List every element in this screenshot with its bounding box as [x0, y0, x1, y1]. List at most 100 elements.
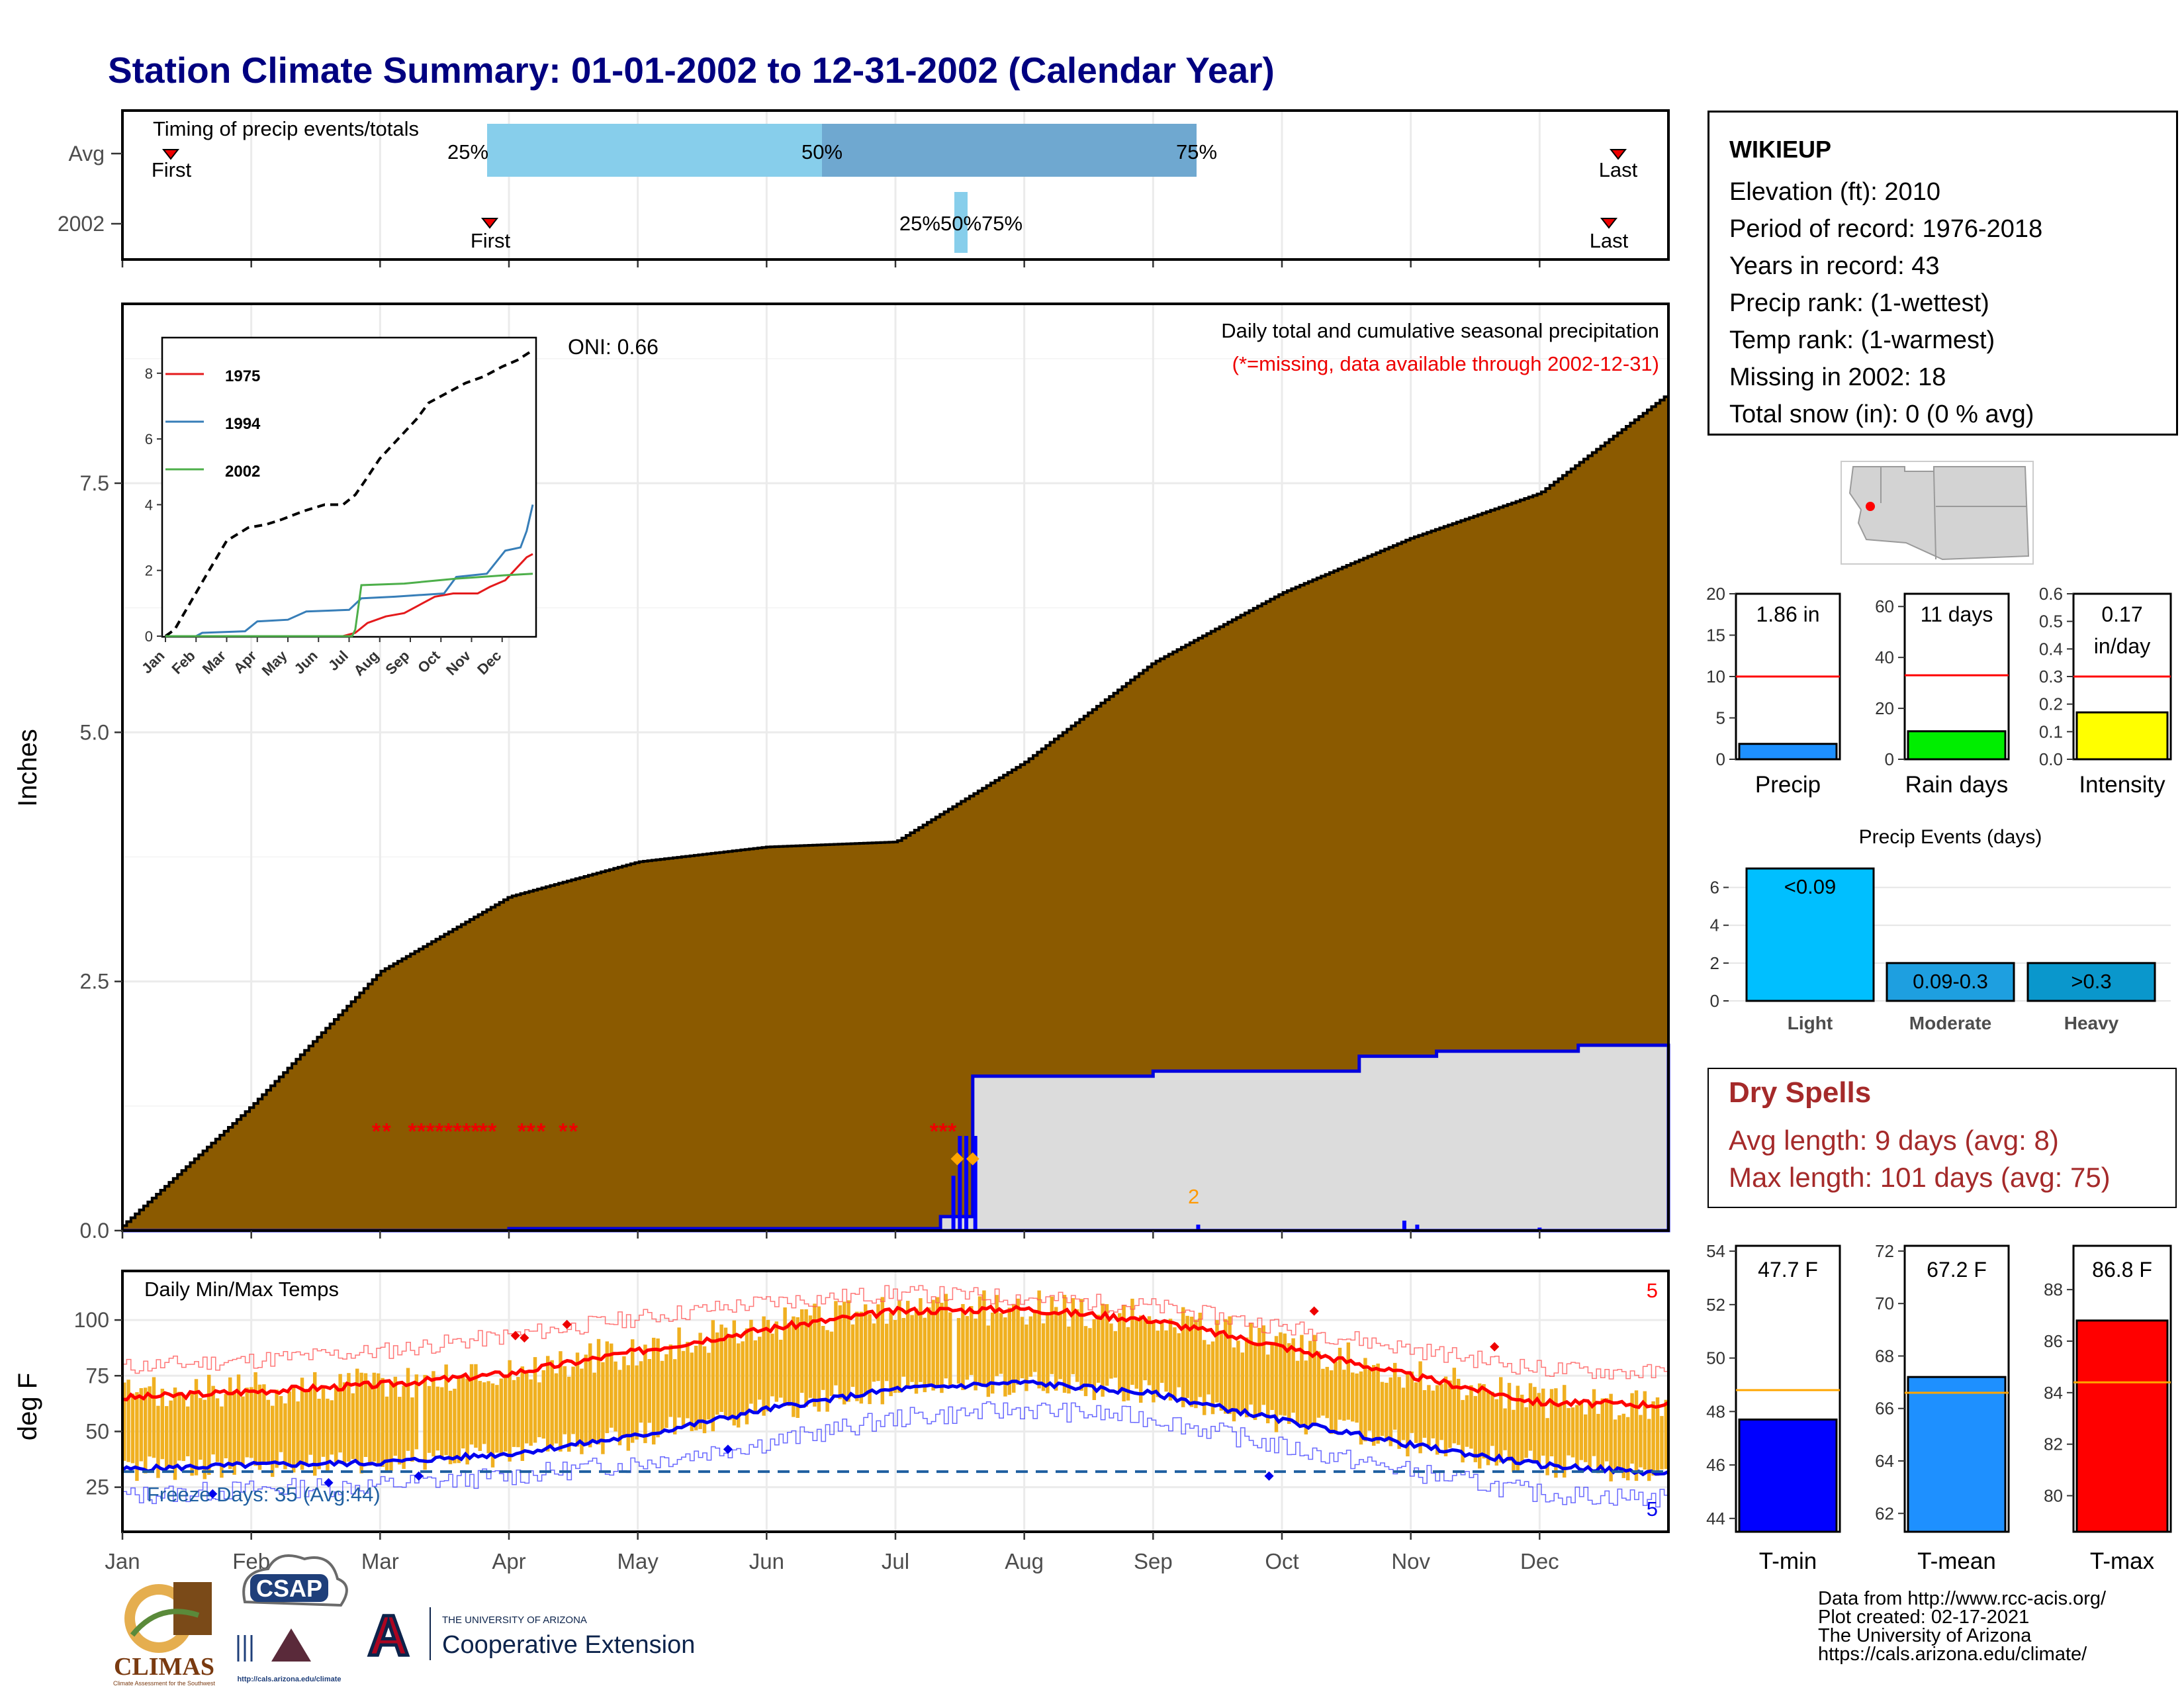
missing-day-marker: * [488, 1119, 497, 1144]
daily-temp-bar [135, 1392, 139, 1481]
missing-day-marker: * [453, 1119, 463, 1144]
temp-bar-tick-label: 88 [2044, 1280, 2063, 1299]
daily-temp-bar [1524, 1407, 1528, 1458]
mini-bar-tick-label: 20 [1706, 584, 1725, 604]
daily-temp-bar [1465, 1395, 1469, 1447]
daily-temp-bar [813, 1303, 817, 1407]
daily-temp-bar [173, 1387, 177, 1480]
avg-first-marker [161, 149, 180, 160]
daily-temp-bar [308, 1387, 313, 1455]
daily-temp-bar [1228, 1316, 1232, 1415]
temp-bar-tick-label: 66 [1875, 1399, 1894, 1419]
year-iqr-bar [954, 192, 968, 253]
mini-bar-value-label: 0.17 [2101, 602, 2142, 626]
daily-temp-bar [1376, 1363, 1380, 1444]
temp-y-tick-label: 50 [85, 1419, 109, 1443]
daily-temp-bar [359, 1372, 363, 1474]
daily-temp-bar [1397, 1377, 1401, 1449]
daily-temp-bar [300, 1378, 304, 1470]
daily-temp-bar [1410, 1372, 1414, 1433]
mini-bar-value-label: 11 days [1921, 602, 1993, 626]
daily-temp-bar [978, 1296, 982, 1385]
daily-temp-bar [1443, 1376, 1448, 1456]
daily-temp-bar [1224, 1319, 1228, 1414]
daily-temp-bar [901, 1318, 906, 1377]
daily-temp-bar [211, 1385, 215, 1455]
daily-temp-bar [474, 1364, 478, 1448]
daily-precip-bars [950, 1135, 1542, 1231]
csap-logo: CSAP http://cals.arizona.edu/climate [237, 1554, 348, 1683]
daily-temp-bar [508, 1360, 512, 1462]
daily-temp-bar [1173, 1327, 1177, 1399]
daily-temp-bar [1130, 1298, 1134, 1385]
daily-temp-bar [965, 1316, 970, 1380]
daily-temp-bar [885, 1323, 889, 1382]
daily-temp-bar [652, 1337, 656, 1445]
daily-temp-bar [199, 1397, 203, 1460]
inset-y-tick-label: 2 [145, 563, 153, 579]
temp-bar-tick-label: 54 [1706, 1241, 1725, 1261]
missing-day-marker: * [569, 1119, 578, 1144]
daily-temp-bar [626, 1365, 631, 1451]
temp-bar-value [1738, 1418, 1838, 1533]
daily-temp-bar [715, 1332, 719, 1415]
daily-temp-bar [1528, 1383, 1533, 1451]
daily-temp-bar [1194, 1319, 1198, 1409]
daily-temp-bar [287, 1391, 292, 1464]
daily-temp-bar [864, 1304, 868, 1393]
ua-logo: A THE UNIVERSITY OF ARIZONA Cooperative … [363, 1603, 695, 1669]
daily-temp-bar [1012, 1304, 1016, 1393]
daily-precip-bar [1196, 1224, 1201, 1231]
missing-day-marker: * [948, 1119, 957, 1144]
daily-temp-bar [1143, 1320, 1147, 1381]
daily-temp-bar [165, 1406, 169, 1470]
daily-precip-bar [1415, 1224, 1420, 1231]
station-map [1841, 461, 2034, 565]
daily-temp-bar [1300, 1335, 1304, 1425]
daily-temp-bar [478, 1381, 482, 1451]
daily-temp-bar [1406, 1372, 1410, 1457]
mini-bar-tick-label: 0.1 [2039, 722, 2063, 741]
missing-day-marker: * [382, 1119, 391, 1144]
daily-temp-bar [1338, 1348, 1342, 1420]
mini-bar-tick-label: 40 [1875, 647, 1894, 667]
climas-logo: CLIMAS Climate Assessment for the Southw… [113, 1582, 216, 1687]
events-bar-label: <0.09 [1784, 875, 1836, 898]
events-tick-label: 4 [1710, 915, 1719, 935]
daily-temp-bar [956, 1318, 961, 1384]
inset-line-1994 [165, 504, 534, 637]
timing-row-avg: Avg [68, 142, 105, 165]
daily-temp-bar [1503, 1408, 1507, 1450]
daily-temp-bar [1380, 1382, 1385, 1436]
temp-bar-value-label: 47.7 F [1758, 1258, 1818, 1282]
daily-temp-bar [228, 1377, 232, 1470]
daily-temp-bar [1215, 1320, 1219, 1403]
daily-temp-bar [1033, 1311, 1037, 1372]
daily-temp-bar [1109, 1323, 1113, 1379]
daily-temp-bar [635, 1365, 639, 1440]
daily-temp-bar [338, 1374, 342, 1453]
temp-y-tick-label: 25 [85, 1476, 109, 1499]
daily-temp-bar [834, 1301, 838, 1385]
year-last-marker [1600, 218, 1618, 229]
daily-temp-bar [1579, 1400, 1584, 1460]
daily-temp-bar [935, 1297, 940, 1388]
daily-temp-bar [1520, 1394, 1524, 1463]
daily-temp-bar [533, 1357, 537, 1443]
inset-y-tick-label: 6 [145, 431, 153, 447]
daily-temp-bar [1113, 1331, 1118, 1378]
daily-temp-bar [1427, 1385, 1431, 1446]
daily-temp-bar [1435, 1385, 1439, 1455]
daily-temp-bar [194, 1379, 199, 1476]
daily-temp-bar [1346, 1342, 1351, 1420]
daily-temp-bar [427, 1385, 432, 1453]
record-high-marker [1309, 1306, 1319, 1316]
dry-spells-max: Max length: 101 days (avg: 75) [1729, 1162, 2111, 1193]
daily-temp-bar [1664, 1399, 1668, 1470]
mini-bar-value-label: 1.86 in [1756, 602, 1819, 626]
daily-temp-bar [1295, 1360, 1300, 1425]
daily-temp-bar [1219, 1334, 1224, 1411]
daily-temp-bar [1334, 1361, 1338, 1434]
daily-temp-bar [1499, 1377, 1503, 1463]
inset-y-tick-label: 0 [145, 628, 153, 645]
